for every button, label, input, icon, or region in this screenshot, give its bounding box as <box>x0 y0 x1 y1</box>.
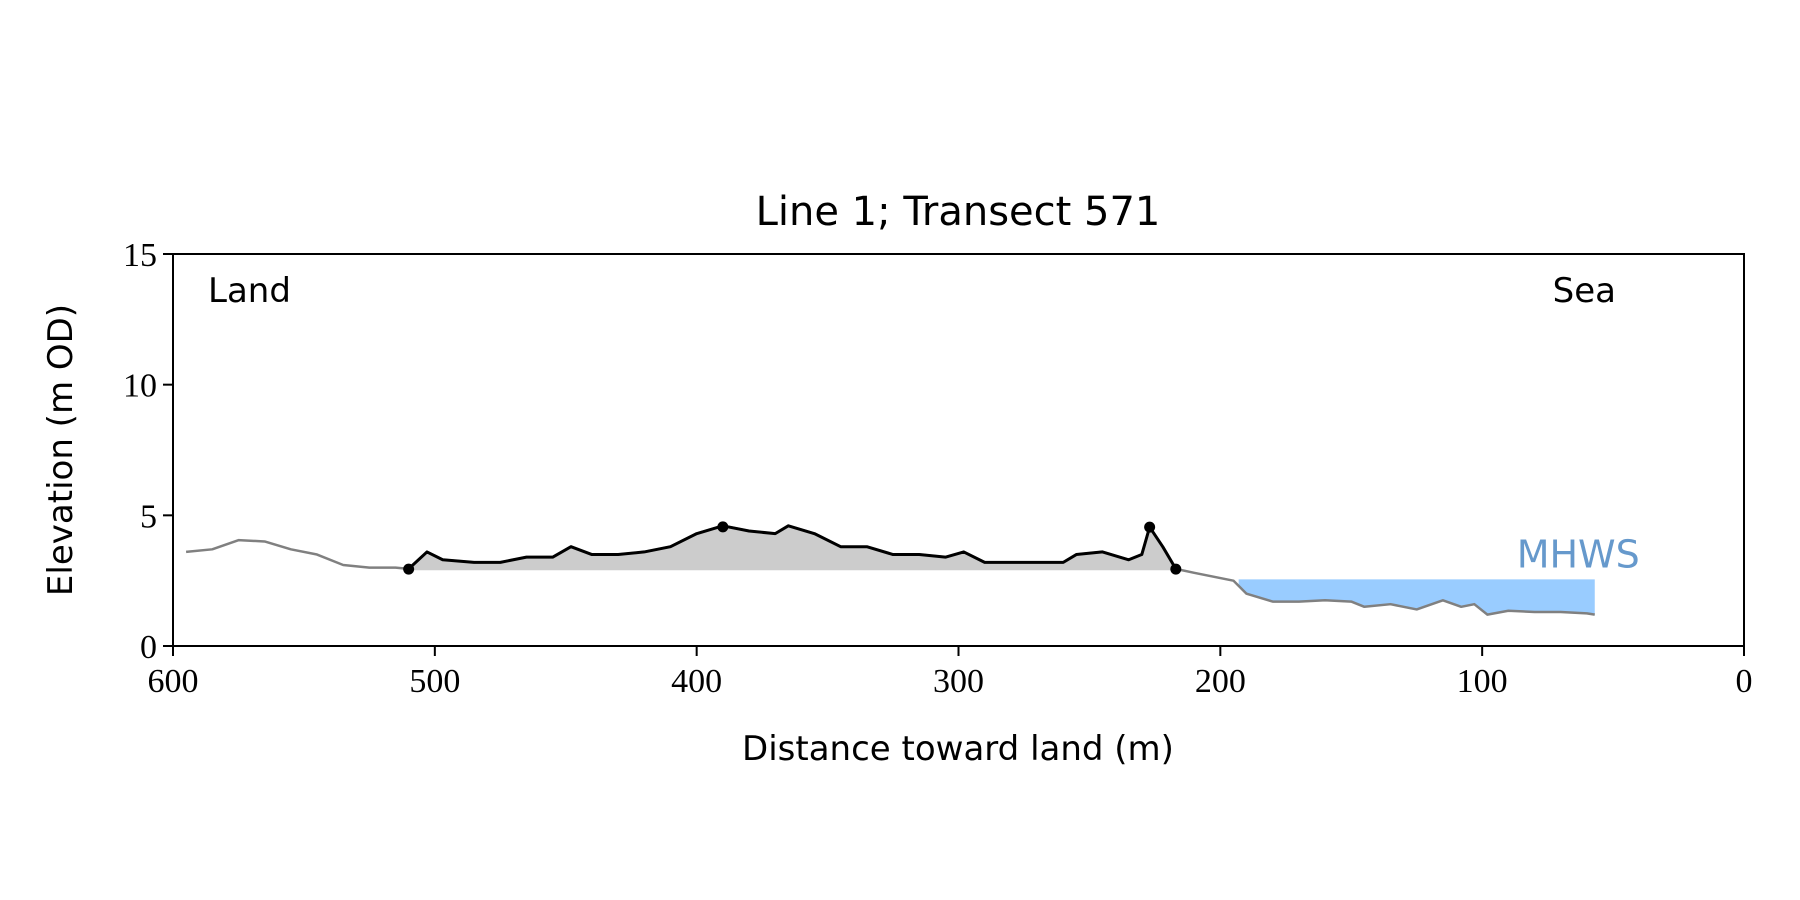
point <box>1170 563 1182 575</box>
x-tick-label: 100 <box>1457 663 1508 700</box>
profile-line <box>407 524 1178 571</box>
x-tick-label: 400 <box>671 663 722 700</box>
mhws-label: MHWS <box>1517 532 1640 576</box>
x-tick-label: 300 <box>933 663 984 700</box>
x-tick-label: 0 <box>1736 663 1753 700</box>
dune-fill <box>408 525 1176 571</box>
y-tick-label: 5 <box>140 498 157 535</box>
y-tick-label: 0 <box>140 629 157 666</box>
land-label: Land <box>208 271 291 311</box>
sea-label: Sea <box>1553 271 1616 311</box>
chart-title: Line 1; Transect 571 <box>756 189 1161 235</box>
point <box>717 521 729 533</box>
y-tick-label: 15 <box>123 237 157 274</box>
point <box>403 563 415 575</box>
x-tick-label: 600 <box>148 663 199 700</box>
x-tick-label: 200 <box>1195 663 1246 700</box>
y-axis-label: Elevation (m OD) <box>41 304 81 596</box>
x-axis-label: Distance toward land (m) <box>742 729 1174 769</box>
x-tick-label: 500 <box>409 663 460 700</box>
y-tick-label: 10 <box>123 368 157 405</box>
point <box>1144 521 1156 533</box>
mhws-fill <box>1238 579 1595 615</box>
